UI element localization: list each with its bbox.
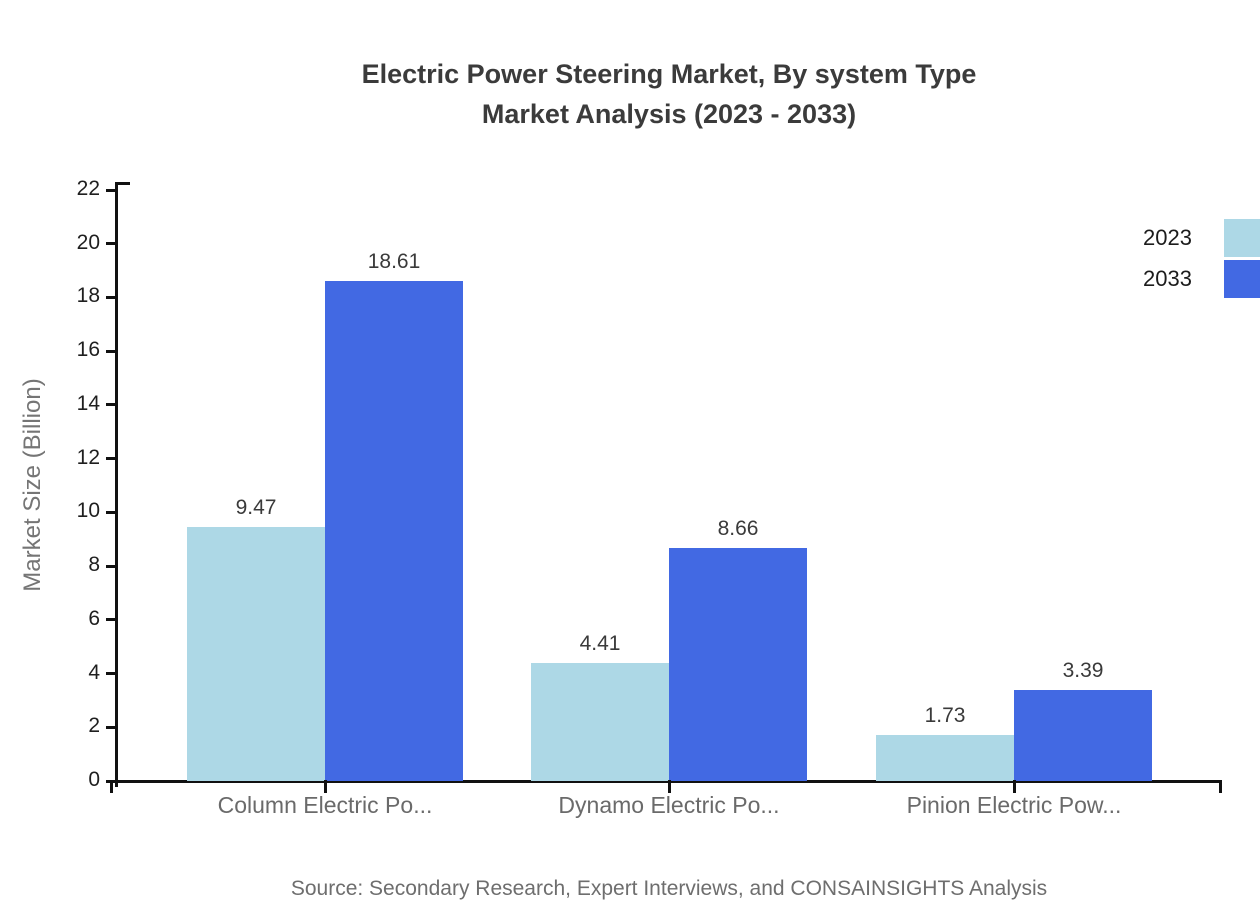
y-axis-tick: [106, 564, 118, 568]
bar-value-label: 8.66: [717, 517, 759, 541]
bar-2023-1: [187, 526, 325, 781]
bar-value-label: 3.39: [1062, 658, 1104, 682]
bar-2033-3: [1014, 689, 1152, 781]
y-axis-tick: [106, 672, 118, 676]
legend-swatch-2023: [1224, 219, 1260, 257]
x-category-label: Dynamo Electric Po...: [558, 792, 780, 818]
bar-2033-2: [669, 548, 807, 781]
y-axis-tick-label: 18: [76, 284, 100, 308]
y-axis-tick-label: 20: [76, 230, 100, 254]
y-axis-tick-label: 22: [76, 177, 100, 200]
bar-2023-3: [876, 734, 1014, 781]
y-axis-tick: [106, 618, 118, 622]
y-axis-tick-label: 0: [88, 768, 100, 791]
y-axis-tick-label: 6: [88, 606, 100, 630]
legend-item-2033: 2033: [1143, 260, 1260, 298]
source-note: Source: Secondary Research, Expert Inter…: [290, 877, 1048, 900]
y-axis-tick: [106, 295, 118, 299]
y-axis-tick-label: 2: [88, 714, 100, 738]
y-axis-tick: [106, 403, 118, 407]
chart-title-line1: Electric Power Steering Market, By syste…: [361, 59, 977, 89]
y-axis-tick-label: 12: [76, 445, 100, 469]
chart-title: Electric Power Steering Market, By syste…: [118, 54, 1220, 134]
bar-value-label: 18.61: [367, 250, 421, 274]
x-axis-right-cap: [1219, 780, 1222, 793]
y-axis-tick-label: 16: [76, 338, 100, 362]
y-axis-tick: [106, 510, 118, 514]
y-axis-line: [115, 182, 118, 787]
x-axis-line: [110, 780, 1222, 783]
legend-item-2023: 2023: [1143, 219, 1260, 257]
bar-2023-2: [531, 662, 669, 781]
bar-2033-1: [325, 281, 463, 781]
y-axis-tick: [106, 188, 118, 192]
bar-value-label: 4.41: [579, 631, 621, 655]
y-axis-tick-label: 8: [88, 553, 100, 577]
x-axis-left-cap: [110, 780, 113, 793]
y-axis-tick: [106, 725, 118, 729]
x-category-label: Column Electric Po...: [217, 792, 433, 818]
y-axis-tick: [106, 242, 118, 246]
x-axis-tick: [1012, 780, 1016, 793]
y-axis-tick-label: 14: [76, 391, 100, 415]
bar-value-label: 9.47: [235, 495, 277, 519]
y-axis-tick: [106, 457, 118, 461]
y-axis-top-cap: [118, 182, 130, 185]
bar-value-label: 1.73: [924, 703, 966, 727]
legend-label-2023: 2023: [1143, 225, 1192, 250]
x-axis-tick: [323, 780, 327, 793]
chart-title-line2: Market Analysis (2023 - 2033): [481, 99, 857, 129]
y-axis-tick-label: 4: [88, 660, 100, 684]
x-category-label: Pinion Electric Pow...: [906, 792, 1122, 818]
legend-label-2033: 2033: [1143, 266, 1192, 291]
legend: 2023 2033: [1143, 219, 1260, 298]
x-axis-tick: [667, 780, 671, 793]
legend-swatch-2033: [1224, 260, 1260, 298]
y-axis-tick: [106, 779, 118, 783]
y-axis-tick-label: 10: [76, 499, 100, 523]
y-axis-tick: [106, 349, 118, 353]
